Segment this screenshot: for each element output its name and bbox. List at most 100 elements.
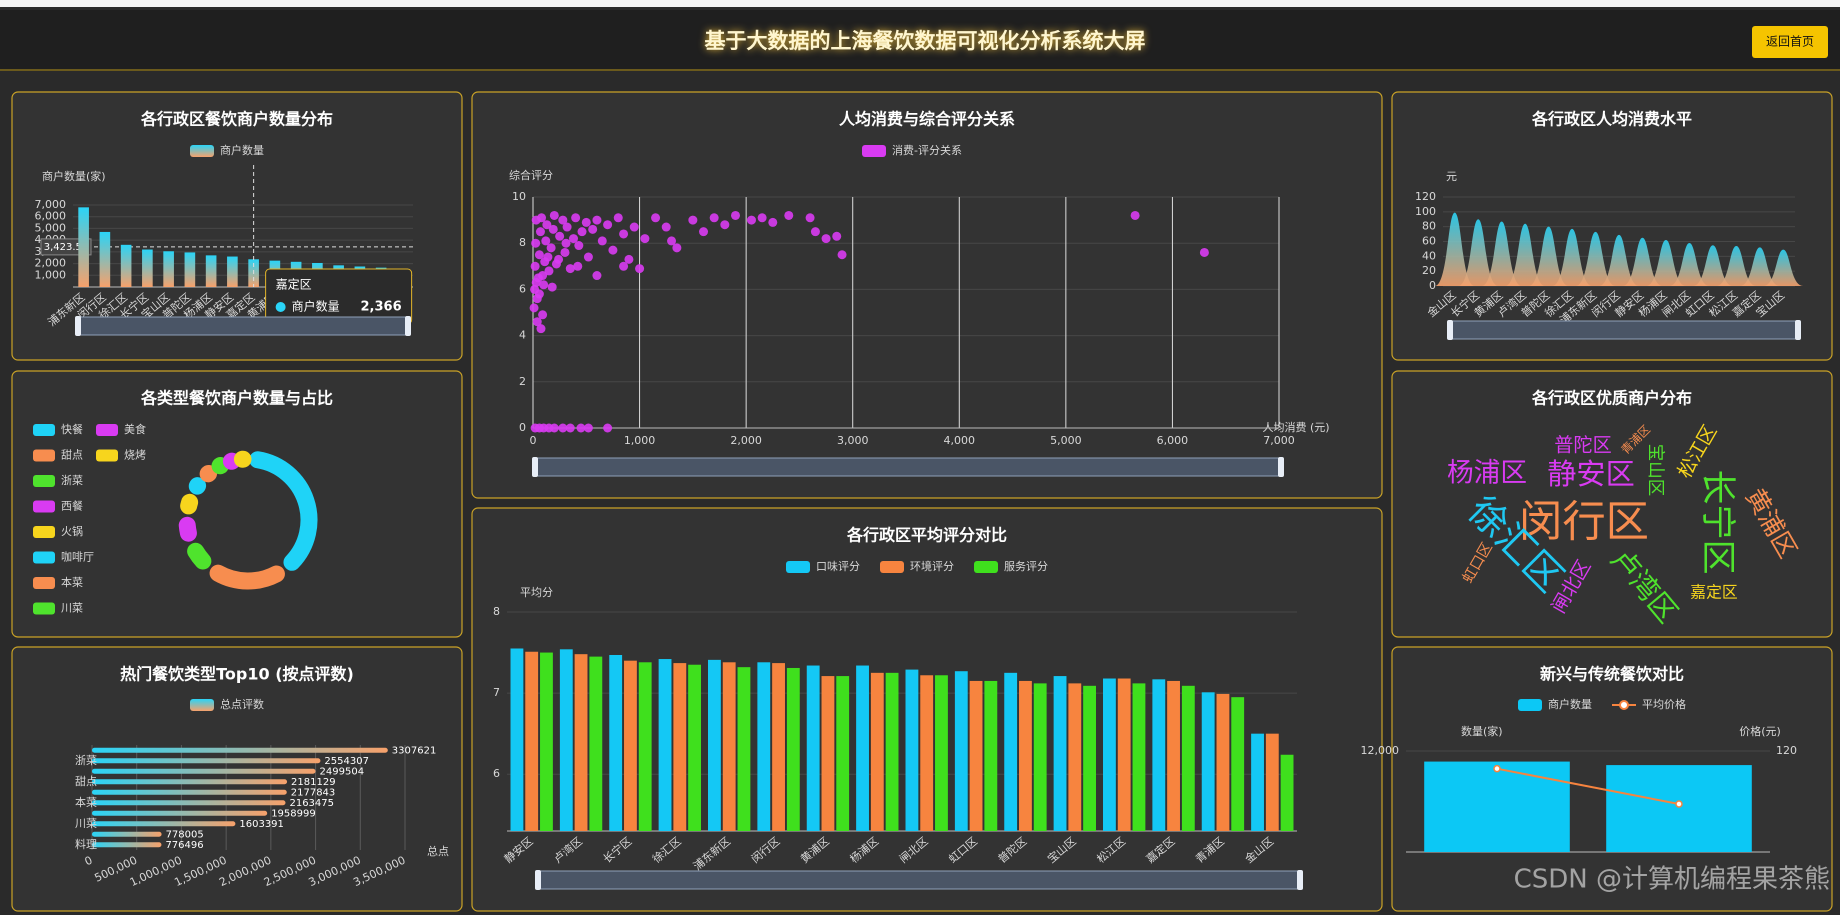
scatter-point bbox=[565, 264, 575, 274]
bar bbox=[1117, 678, 1131, 831]
x-tick-label: 6,000 bbox=[1157, 434, 1189, 447]
bar-value-label: 2181129 bbox=[291, 777, 336, 788]
scatter-point bbox=[535, 227, 545, 237]
bar bbox=[673, 663, 687, 831]
scatter-point bbox=[554, 254, 564, 264]
scatter-point bbox=[542, 220, 552, 230]
y-tick-label: 1,000 bbox=[35, 268, 67, 281]
pictorial-bar bbox=[1528, 226, 1569, 286]
scatter-point bbox=[608, 245, 618, 255]
bar bbox=[638, 662, 652, 831]
bar bbox=[99, 231, 111, 287]
bar bbox=[163, 251, 174, 287]
scatter-point bbox=[667, 236, 677, 246]
home-button-label[interactable]: 返回首页 bbox=[1766, 35, 1814, 49]
scatter-point bbox=[688, 215, 698, 225]
scatter-point bbox=[613, 213, 623, 223]
bar bbox=[935, 675, 948, 831]
bar bbox=[658, 659, 672, 831]
legend-label: 川菜 bbox=[61, 602, 83, 615]
bar-value-label: 1958999 bbox=[271, 808, 316, 819]
bar bbox=[92, 747, 388, 753]
panel bbox=[11, 370, 463, 638]
scatter-point bbox=[821, 234, 831, 244]
y-tick-label: 6 bbox=[519, 282, 526, 295]
scatter-point bbox=[730, 210, 740, 220]
bar bbox=[589, 656, 603, 831]
zoom-handle bbox=[1278, 457, 1284, 477]
legend-swatch bbox=[862, 145, 886, 157]
pictorial-bar bbox=[1505, 223, 1546, 286]
scatter-point bbox=[543, 252, 553, 262]
y-axis-name: 综合评分 bbox=[509, 168, 553, 182]
scatter-point bbox=[1130, 210, 1140, 220]
scatter-point bbox=[546, 243, 556, 253]
pictorial-bar bbox=[1481, 221, 1522, 286]
bar bbox=[1019, 680, 1032, 831]
bar bbox=[1083, 685, 1096, 831]
bar bbox=[92, 821, 236, 827]
bar-value-label: 778005 bbox=[166, 829, 204, 840]
bar bbox=[885, 672, 899, 831]
scatter-point bbox=[573, 261, 583, 271]
word: 闵行区 bbox=[1519, 498, 1649, 548]
x-tick-label: 浙菜 bbox=[75, 754, 97, 767]
pictorial-bar bbox=[1552, 228, 1593, 286]
bar bbox=[722, 662, 736, 831]
scatter-point bbox=[624, 254, 634, 264]
y-axis-name: 数量(家) bbox=[1461, 724, 1503, 738]
zoom-slider bbox=[534, 457, 1282, 477]
scatter-point bbox=[1199, 247, 1209, 257]
scatter-point bbox=[536, 324, 546, 334]
scatter-point bbox=[547, 282, 557, 292]
legend-swatch bbox=[190, 145, 214, 157]
panel bbox=[471, 91, 1383, 499]
legend-label: 服务评分 bbox=[1004, 560, 1048, 573]
scatter-point bbox=[539, 280, 549, 290]
pictorial-bar bbox=[1669, 242, 1710, 286]
legend-swatch bbox=[33, 602, 55, 615]
home-button[interactable] bbox=[1752, 26, 1828, 58]
legend-swatch bbox=[33, 526, 55, 538]
y-tick-label: 0 bbox=[1429, 279, 1436, 292]
bar bbox=[92, 800, 286, 806]
y2-tick-label: 120 bbox=[1776, 744, 1797, 757]
scatter-point bbox=[784, 210, 794, 220]
bar bbox=[1068, 683, 1082, 831]
legend-swatch bbox=[96, 424, 118, 436]
bar bbox=[920, 675, 934, 831]
bar-value-label: 1603391 bbox=[239, 819, 284, 830]
bar bbox=[92, 789, 287, 795]
bar bbox=[1216, 693, 1230, 831]
legend-label: 烧烤 bbox=[124, 448, 146, 462]
donut-segment bbox=[187, 542, 212, 570]
scatter-point bbox=[592, 271, 602, 281]
panel bbox=[1391, 91, 1833, 361]
x-tick-label: 7,000 bbox=[1263, 434, 1295, 447]
legend-label: 环境评分 bbox=[910, 559, 954, 573]
y-tick-label: 60 bbox=[1422, 235, 1436, 248]
bar bbox=[574, 654, 588, 831]
scatter-point bbox=[531, 238, 541, 248]
scatter-point bbox=[805, 213, 815, 223]
zoom-slider bbox=[537, 870, 1301, 890]
legend-label: 口味评分 bbox=[816, 560, 860, 573]
scatter-point bbox=[709, 213, 719, 223]
scatter-point bbox=[720, 220, 730, 230]
bar bbox=[559, 649, 573, 831]
pictorial-bar bbox=[1763, 249, 1804, 286]
legend-swatch bbox=[33, 424, 55, 436]
donut-segment bbox=[180, 493, 199, 515]
y-tick-label: 2,000 bbox=[35, 257, 67, 270]
zoom-handle bbox=[532, 457, 538, 477]
legend-swatch bbox=[33, 551, 55, 564]
zoom-handle bbox=[1795, 320, 1801, 340]
x-tick-label: 料理 bbox=[75, 837, 97, 851]
pictorial-bar bbox=[1599, 234, 1639, 286]
legend-label: 消费-评分关系 bbox=[892, 143, 962, 157]
legend-label: 平均价格 bbox=[1642, 697, 1686, 711]
scatter-point bbox=[672, 243, 682, 253]
line-point bbox=[1493, 764, 1501, 773]
zoom-handle bbox=[1447, 320, 1453, 340]
